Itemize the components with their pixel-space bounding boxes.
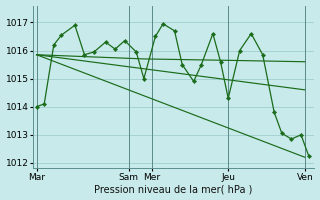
X-axis label: Pression niveau de la mer( hPa ): Pression niveau de la mer( hPa ) — [94, 184, 253, 194]
